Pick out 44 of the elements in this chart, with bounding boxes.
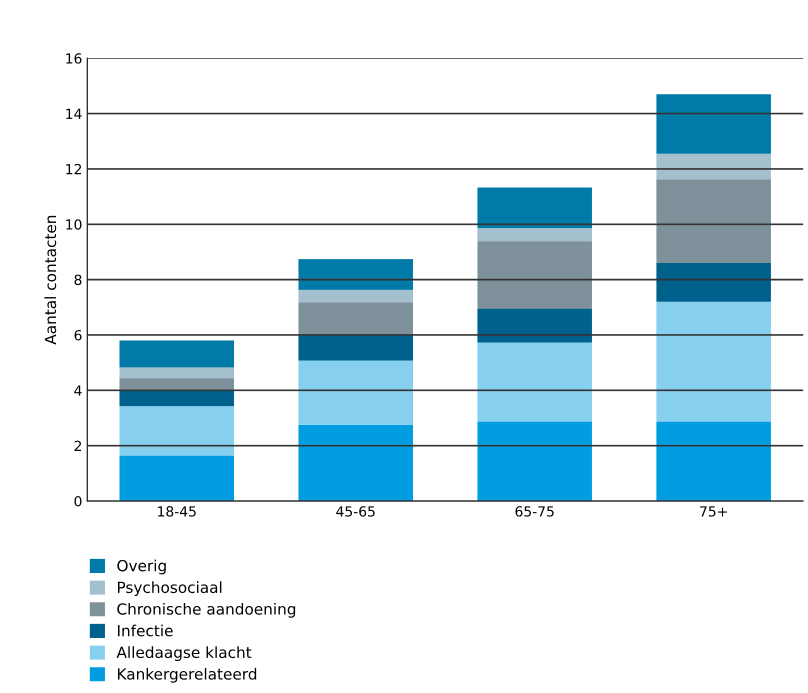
y-tick-label: 14 xyxy=(66,108,82,119)
bar xyxy=(477,422,592,502)
bar xyxy=(477,308,592,342)
x-tick-label: 45-65 xyxy=(336,506,375,517)
bar xyxy=(656,263,771,302)
bar xyxy=(119,378,234,390)
bar xyxy=(119,406,234,456)
y-tick-label: 6 xyxy=(74,330,82,340)
bar xyxy=(477,342,592,422)
y-tick-label: 2 xyxy=(74,440,82,451)
bar xyxy=(298,360,413,425)
bar xyxy=(477,241,592,309)
legend-label: Kankergerelateerd xyxy=(118,668,256,683)
bar xyxy=(119,340,234,368)
legend-label: Chronische aandoening xyxy=(117,602,296,618)
y-tick-label: 10 xyxy=(66,219,82,230)
x-tick-label: 65-75 xyxy=(515,506,554,517)
legend-label: Overig xyxy=(117,560,166,574)
y-tick-label: 16 xyxy=(66,53,82,64)
bar xyxy=(298,290,413,302)
x-tick-label: 18-45 xyxy=(158,506,196,517)
y-tick-label: 12 xyxy=(66,164,82,174)
legend-label: Infectie xyxy=(118,624,173,636)
y-tick-label: 0 xyxy=(74,496,82,507)
bar xyxy=(656,302,771,422)
bar xyxy=(298,302,413,335)
bar xyxy=(656,179,771,264)
bar xyxy=(298,424,413,502)
bar xyxy=(656,154,771,180)
bar xyxy=(477,228,592,242)
bar xyxy=(119,367,234,378)
bar xyxy=(119,390,234,406)
y-tick-label: 8 xyxy=(74,274,82,286)
y-axis-title: Aantal contacten xyxy=(44,216,56,345)
legend-label: Psychosociaal xyxy=(118,581,222,596)
x-tick-label: 75+ xyxy=(700,506,727,517)
bar xyxy=(656,94,771,154)
bar xyxy=(298,334,413,360)
y-tick-label: 4 xyxy=(74,385,82,396)
bar xyxy=(298,259,413,290)
legend-label: Alledaagse klacht xyxy=(116,646,252,662)
bar xyxy=(119,456,234,502)
bar xyxy=(477,187,592,228)
bar xyxy=(656,422,771,502)
